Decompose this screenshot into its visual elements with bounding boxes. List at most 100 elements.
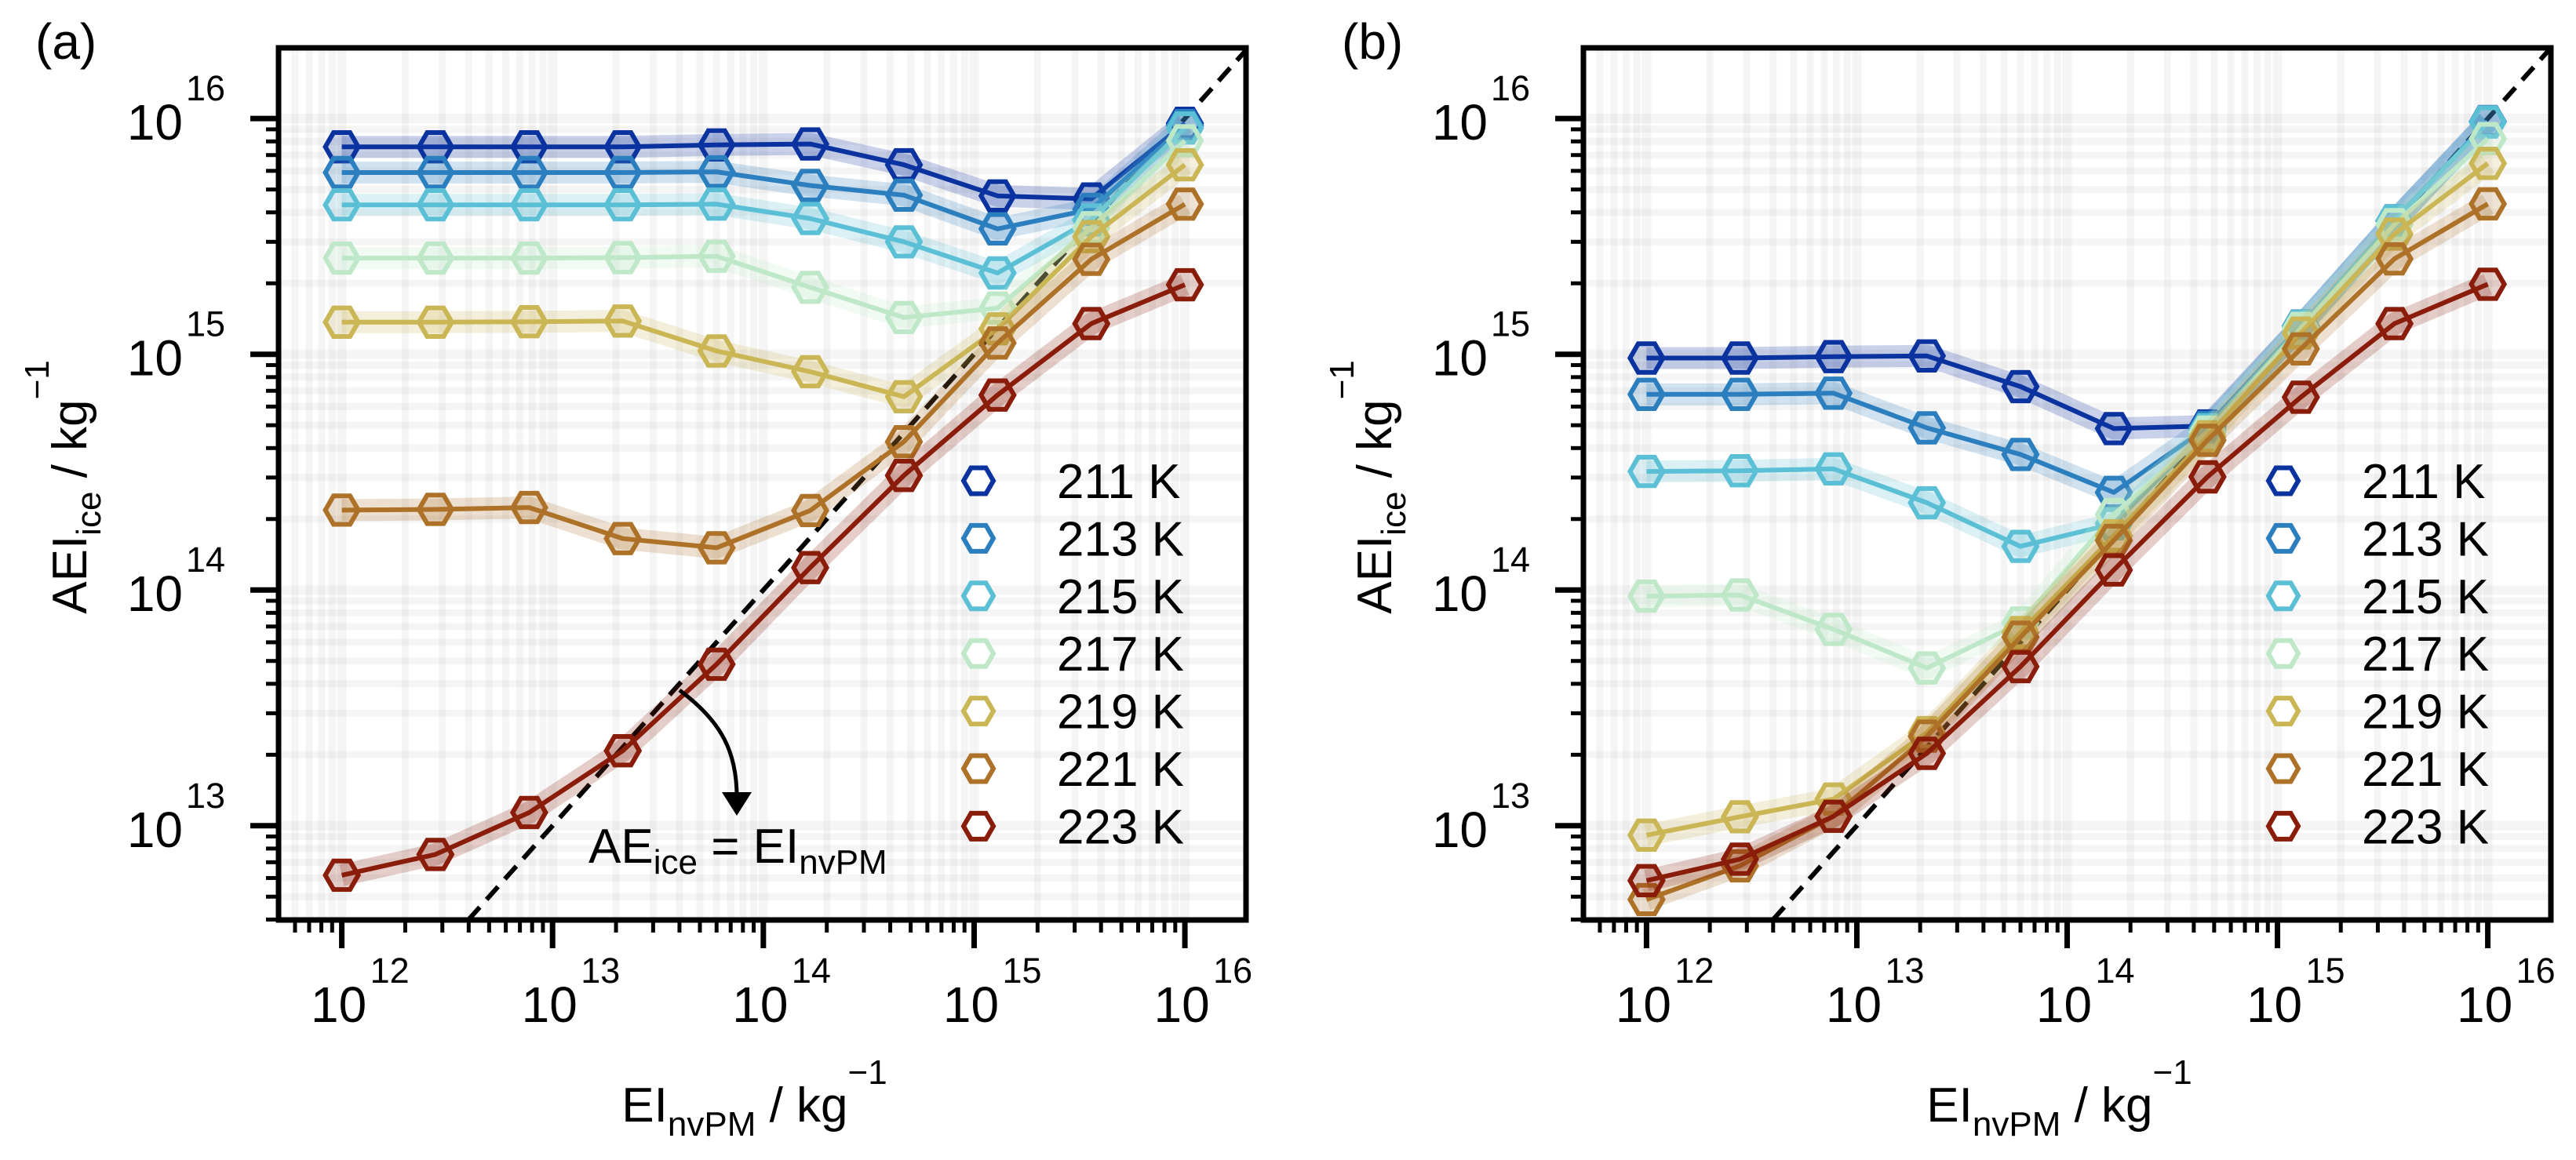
x-tick-label: 10 xyxy=(732,976,788,1033)
x-tick-exponent: 13 xyxy=(1885,951,1924,991)
y-tick-exponent: 15 xyxy=(186,304,225,344)
legend-marker-hexagon-icon xyxy=(960,580,997,612)
x-axis-label: EInvPM / kg−1 xyxy=(1926,1053,2192,1144)
legend-label: 217 K xyxy=(1057,627,1184,682)
series-line xyxy=(341,139,1187,320)
series-line xyxy=(1645,202,2490,902)
x-tick-exponent: 15 xyxy=(2306,951,2345,991)
y-axis-label: AEIice / kg−1 xyxy=(1323,360,1413,614)
data-point xyxy=(791,493,829,528)
data-point xyxy=(1814,452,1853,485)
series-group xyxy=(322,107,1204,893)
data-point xyxy=(322,241,362,275)
x-tick-label: 10 xyxy=(1826,976,1882,1033)
y-tick-exponent: 15 xyxy=(1491,304,1530,344)
data-point xyxy=(1720,800,1759,834)
data-point xyxy=(2001,438,2040,471)
y-tick-label: 10 xyxy=(1432,565,1488,622)
series-223k xyxy=(1627,267,2508,897)
legend-marker-hexagon-icon xyxy=(960,810,997,842)
legend-label: 211 K xyxy=(2362,455,2485,509)
legend-marker-hexagon-icon xyxy=(960,522,997,554)
y-axis-label-unit: / kg xyxy=(1348,399,1402,491)
y-axis-label-unit: / kg xyxy=(43,399,97,491)
legend-item: 221 K xyxy=(960,743,1184,797)
legend-label: 213 K xyxy=(2362,512,2489,566)
y-tick-exponent: 16 xyxy=(1491,68,1530,108)
legend-label: 215 K xyxy=(2362,570,2489,624)
data-point xyxy=(884,459,924,493)
data-point xyxy=(884,425,924,459)
legend-marker-hexagon-icon xyxy=(960,753,997,784)
x-axis-label-unit: / kg xyxy=(2060,1078,2152,1133)
x-tick-label: 10 xyxy=(522,976,578,1033)
x-tick-label: 10 xyxy=(2246,976,2302,1033)
series-223k xyxy=(322,267,1204,893)
legend-item: 215 K xyxy=(2265,570,2489,624)
data-point xyxy=(416,838,455,871)
series-215k xyxy=(322,111,1204,290)
x-tick-exponent: 13 xyxy=(581,951,620,991)
y-axis-label-sup: −1 xyxy=(18,360,56,399)
y-axis-label-sub: ice xyxy=(1375,492,1413,536)
data-point xyxy=(884,147,924,182)
x-axis-label-sup: −1 xyxy=(848,1053,887,1092)
legend-marker-hexagon-icon xyxy=(2265,638,2301,669)
x-axis-label-unit: / kg xyxy=(756,1078,847,1133)
data-point xyxy=(1814,613,1853,646)
data-point xyxy=(1907,485,1947,520)
panel-label: (a) xyxy=(35,13,97,70)
legend-item: 223 K xyxy=(960,800,1184,854)
data-point xyxy=(603,522,643,555)
legend-marker-hexagon-icon xyxy=(2265,465,2301,496)
y-tick-exponent: 13 xyxy=(1491,776,1530,816)
data-point xyxy=(2281,332,2320,365)
data-point xyxy=(2375,242,2414,276)
x-tick-label: 10 xyxy=(1154,976,1210,1033)
series-line xyxy=(341,123,1187,231)
legend-label: 213 K xyxy=(1057,512,1184,566)
legend-item: 213 K xyxy=(2265,512,2489,566)
data-point xyxy=(1627,579,1666,613)
series-line xyxy=(341,282,1186,878)
data-point xyxy=(2094,553,2133,587)
x-tick-exponent: 14 xyxy=(792,951,831,991)
data-point xyxy=(884,380,924,413)
data-point xyxy=(322,188,362,222)
series-line xyxy=(1645,161,2490,838)
annotation-base: AE xyxy=(588,820,654,874)
data-point xyxy=(791,202,829,235)
data-point xyxy=(1165,267,1204,302)
annotation-sub1: ice xyxy=(654,843,698,882)
data-point xyxy=(603,304,643,338)
data-point xyxy=(2001,369,2040,404)
data-point xyxy=(1814,799,1853,833)
x-axis-label-sub: nvPM xyxy=(1973,1105,2060,1144)
data-point xyxy=(697,531,736,565)
y-tick-label: 10 xyxy=(1432,94,1488,151)
series-line xyxy=(341,162,1186,399)
data-point xyxy=(697,128,736,162)
legend-marker-hexagon-icon xyxy=(2265,522,2301,554)
series-line xyxy=(341,202,1186,551)
data-point xyxy=(978,256,1017,290)
data-point xyxy=(1720,377,1759,411)
data-point xyxy=(1072,242,1111,276)
series-219k xyxy=(322,147,1204,413)
legend-label: 221 K xyxy=(1057,743,1184,797)
data-point xyxy=(978,179,1017,213)
legend-item: 213 K xyxy=(960,512,1184,566)
y-tick-exponent: 14 xyxy=(186,540,225,580)
x-tick-exponent: 15 xyxy=(1002,951,1041,991)
y-tick-label: 10 xyxy=(127,330,183,387)
data-point xyxy=(509,490,548,525)
data-point xyxy=(2188,460,2227,494)
data-point xyxy=(2188,424,2227,457)
data-point xyxy=(509,241,548,275)
y-axis-label: AEIice / kg−1 xyxy=(18,360,108,614)
y-tick-exponent: 16 xyxy=(186,68,225,108)
x-tick-label: 10 xyxy=(311,976,366,1033)
data-point xyxy=(603,734,643,768)
